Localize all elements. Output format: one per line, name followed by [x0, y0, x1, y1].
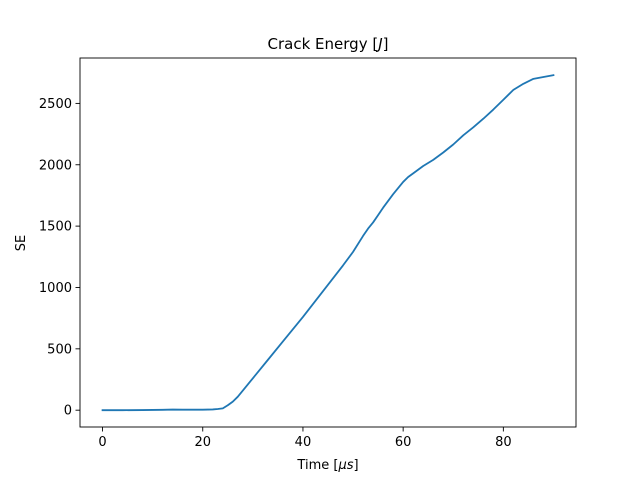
x-axis-label: Time [μs]: [296, 458, 358, 473]
x-axis-ticks: 0 20 40 60 80: [98, 427, 512, 450]
y-tick-label: 2000: [39, 158, 72, 173]
y-tick-label: 1500: [39, 220, 72, 235]
y-tick-label: 1000: [39, 281, 72, 296]
y-axis-label: SE: [14, 235, 29, 251]
x-tick-label: 60: [395, 435, 412, 450]
chart-title: Crack Energy [J]: [268, 35, 389, 53]
y-tick-label: 500: [47, 342, 72, 357]
x-tick-label: 20: [194, 435, 211, 450]
series-line: [101, 74, 555, 412]
x-tick-label: 80: [495, 435, 512, 450]
y-tick-label: 2500: [39, 97, 72, 112]
y-tick-label: 0: [64, 404, 72, 419]
x-tick-label: 0: [98, 435, 106, 450]
y-axis-ticks: 0 500 1000 1500 2000 2500: [39, 97, 80, 419]
axes-frame: [79, 57, 577, 428]
x-tick-label: 40: [295, 435, 312, 450]
